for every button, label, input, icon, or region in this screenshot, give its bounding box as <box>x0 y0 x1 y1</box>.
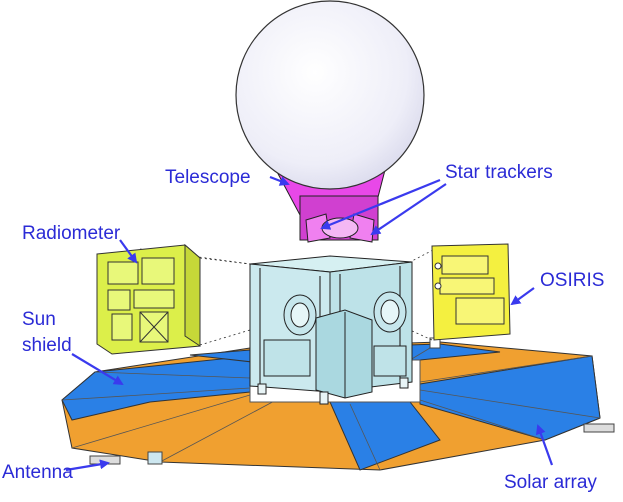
telescope-arrow <box>269 175 290 186</box>
antenna-label: Antenna <box>2 462 73 483</box>
solar-array-label: Solar array <box>504 472 597 493</box>
radiometer-label: Radiometer <box>22 223 121 244</box>
star-tracker-arrow-right <box>370 183 447 236</box>
star-trackers-label: Star trackers <box>445 162 553 183</box>
star-tracker-arrow-left <box>320 178 441 230</box>
radiometer-instrument <box>96 243 201 355</box>
radiometer-arrow <box>119 239 138 264</box>
sun-shield-arrow <box>71 353 124 386</box>
label-arrows <box>65 175 554 472</box>
solar-array-arrow <box>535 424 554 466</box>
antenna-arrow <box>65 459 110 472</box>
sun-shield-label-line2: shield <box>22 335 72 356</box>
sun-shield-label-line1: Sun <box>22 309 56 330</box>
osiris-instrument <box>431 243 511 341</box>
osiris-label: OSIRIS <box>540 270 605 291</box>
telescope-sphere <box>235 0 425 190</box>
spacecraft-bus <box>249 255 413 405</box>
telescope-label: Telescope <box>165 167 251 188</box>
osiris-arrow <box>510 287 535 306</box>
